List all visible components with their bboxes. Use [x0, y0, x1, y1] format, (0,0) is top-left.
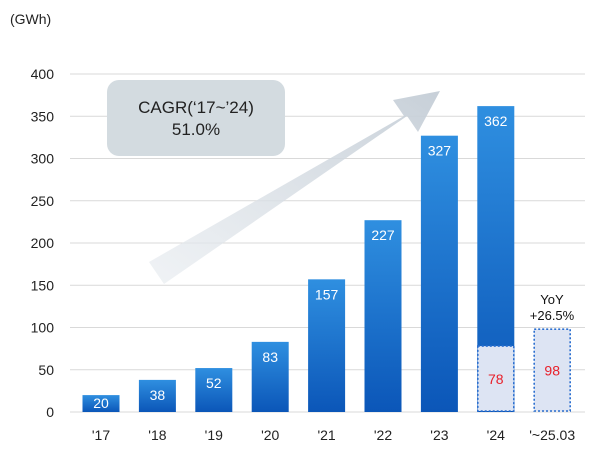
y-tick-label: 250	[31, 193, 55, 209]
bar-value-label: 227	[371, 227, 395, 243]
bar-value-label: 362	[484, 113, 508, 129]
x-axis-ticks: '17 '18 '19 '20 '21 '22 '23 '24 '~25.03	[92, 427, 575, 443]
bar	[251, 341, 289, 412]
x-tick-label: '24	[487, 427, 505, 443]
partial-period-bar	[476, 345, 515, 412]
x-tick-label: '18	[148, 427, 166, 443]
cagr-value: 51.0%	[172, 120, 220, 139]
yoy-label: YoY	[540, 292, 564, 307]
cagr-trend-arrow	[149, 91, 440, 284]
bar	[82, 395, 120, 412]
cagr-label: CAGR(‘17~’24)	[138, 98, 254, 117]
bar-value-label: 157	[315, 286, 339, 302]
y-axis-unit-label: (GWh)	[10, 11, 51, 27]
cagr-callout-box	[107, 80, 285, 156]
partial-period-label: 98	[544, 363, 560, 379]
y-tick-label: 50	[38, 362, 54, 378]
bar	[364, 220, 402, 412]
bar-value-label: 38	[150, 387, 166, 403]
partial-period-bar	[533, 328, 572, 412]
bar-value-label: 327	[428, 143, 452, 159]
bars: 20 38 52 83 157 227 327 362 78 98	[82, 106, 572, 413]
y-tick-label: 150	[31, 277, 55, 293]
bar-value-label: 20	[93, 395, 109, 411]
x-tick-label: '19	[205, 427, 223, 443]
x-tick-label: '17	[92, 427, 110, 443]
partial-period-label: 78	[488, 371, 504, 387]
y-tick-label: 0	[46, 404, 54, 420]
yoy-value: +26.5%	[530, 308, 575, 323]
gridlines	[70, 73, 585, 413]
bar	[308, 279, 346, 412]
y-tick-label: 400	[31, 66, 55, 82]
x-tick-label: '21	[317, 427, 335, 443]
x-tick-label: '20	[261, 427, 279, 443]
y-tick-label: 350	[31, 108, 55, 124]
bar	[138, 379, 176, 412]
bar-value-label: 52	[206, 375, 222, 391]
bar-value-label: 83	[262, 349, 278, 365]
x-tick-label: '~25.03	[529, 427, 575, 443]
bar	[195, 368, 233, 412]
y-tick-label: 300	[31, 151, 55, 167]
y-tick-label: 200	[31, 235, 55, 251]
y-tick-label: 100	[31, 320, 55, 336]
x-tick-label: '23	[430, 427, 448, 443]
bar	[420, 135, 458, 412]
y-axis-ticks: 0 50 100 150 200 250 300 350 400	[31, 66, 55, 420]
x-tick-label: '22	[374, 427, 392, 443]
